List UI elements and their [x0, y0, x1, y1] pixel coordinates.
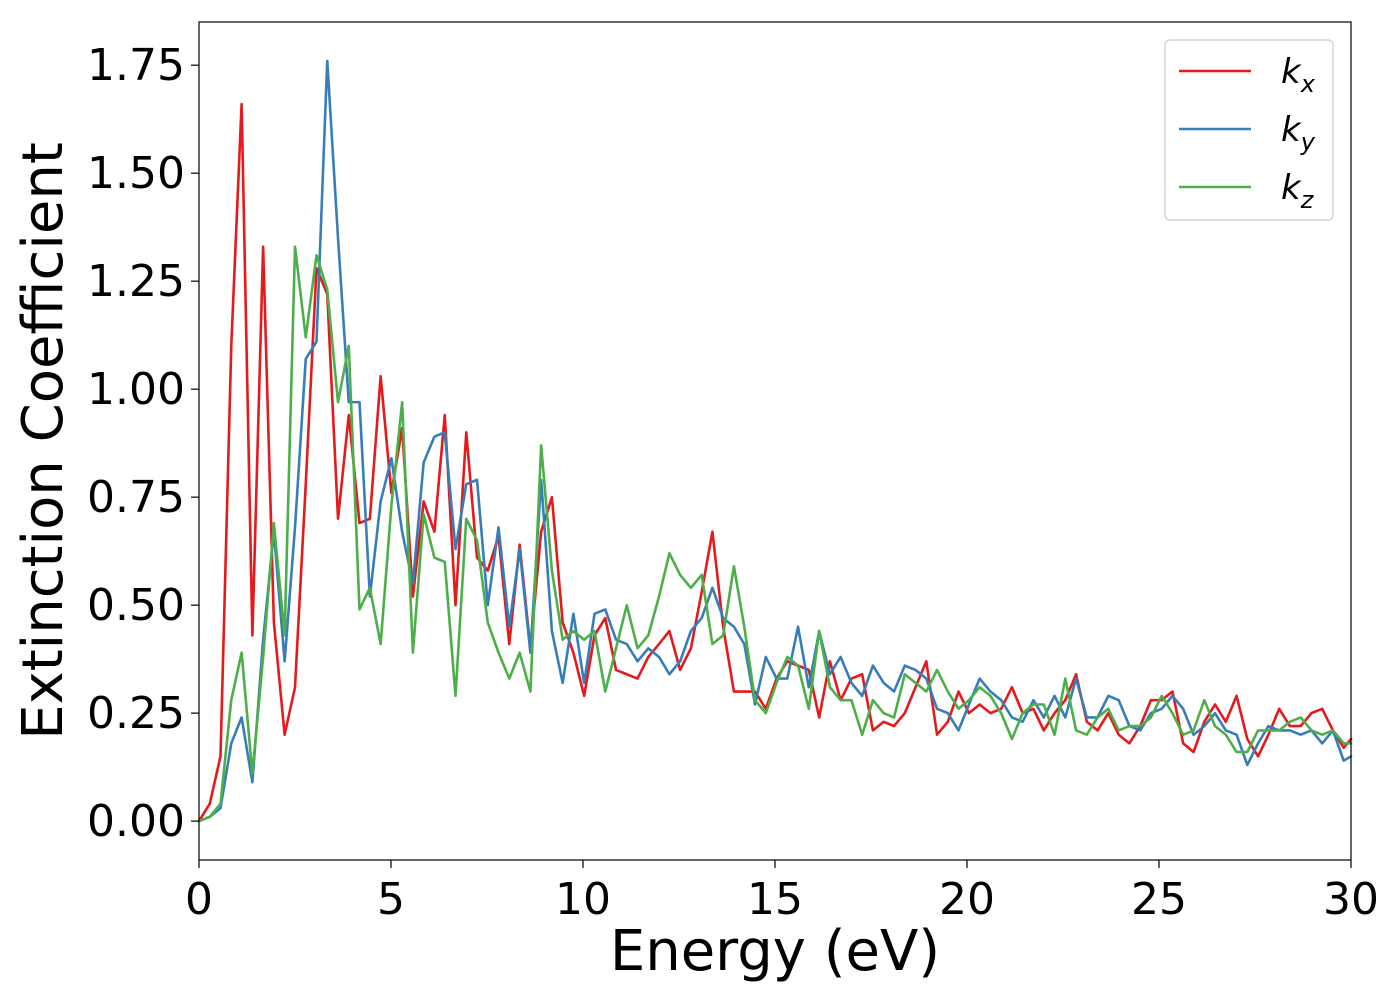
- legend-label-x: kx: [1281, 52, 1316, 98]
- x-tick-label: 10: [555, 874, 611, 925]
- y-tick-label: 1.25: [87, 256, 185, 307]
- y-tick-label: 1.50: [87, 148, 185, 199]
- y-tick-label: 1.00: [87, 364, 185, 415]
- legend-label-base: k: [1281, 110, 1302, 150]
- x-tick-label: 30: [1323, 874, 1379, 925]
- ticks-layer: 0 5 10 15 20 25 30 0.00 0.25 0.50 0.75 1.00 1.25 1.50…: [87, 40, 1379, 925]
- x-tick-label: 15: [747, 874, 803, 925]
- legend-label-base: k: [1281, 52, 1302, 92]
- y-tick-label: 0.25: [87, 688, 185, 739]
- y-tick-label: 0.75: [87, 472, 185, 523]
- legend-label-base: k: [1281, 168, 1302, 208]
- x-tick-label: 25: [1131, 874, 1187, 925]
- x-tick-label: 5: [377, 874, 405, 925]
- legend-label-subscript: x: [1300, 70, 1316, 98]
- y-tick-label: 1.75: [87, 40, 185, 91]
- x-tick-label: 20: [939, 874, 995, 925]
- y-tick-label: 0.00: [87, 796, 185, 847]
- legend-label-subscript: z: [1300, 186, 1315, 214]
- series-line-z: [197, 245, 1353, 823]
- x-axis-title: Energy (eV): [610, 919, 940, 984]
- legend-label-subscript: y: [1300, 128, 1316, 156]
- series-line-y: [197, 59, 1353, 823]
- y-tick-label: 0.50: [87, 580, 185, 631]
- y-axis-title: Extinction Coefficient: [11, 142, 76, 740]
- x-tick-label: 0: [185, 874, 213, 925]
- legend-label-z: kz: [1281, 168, 1315, 214]
- legend-label-y: ky: [1281, 110, 1316, 156]
- series-layer: [197, 59, 1353, 823]
